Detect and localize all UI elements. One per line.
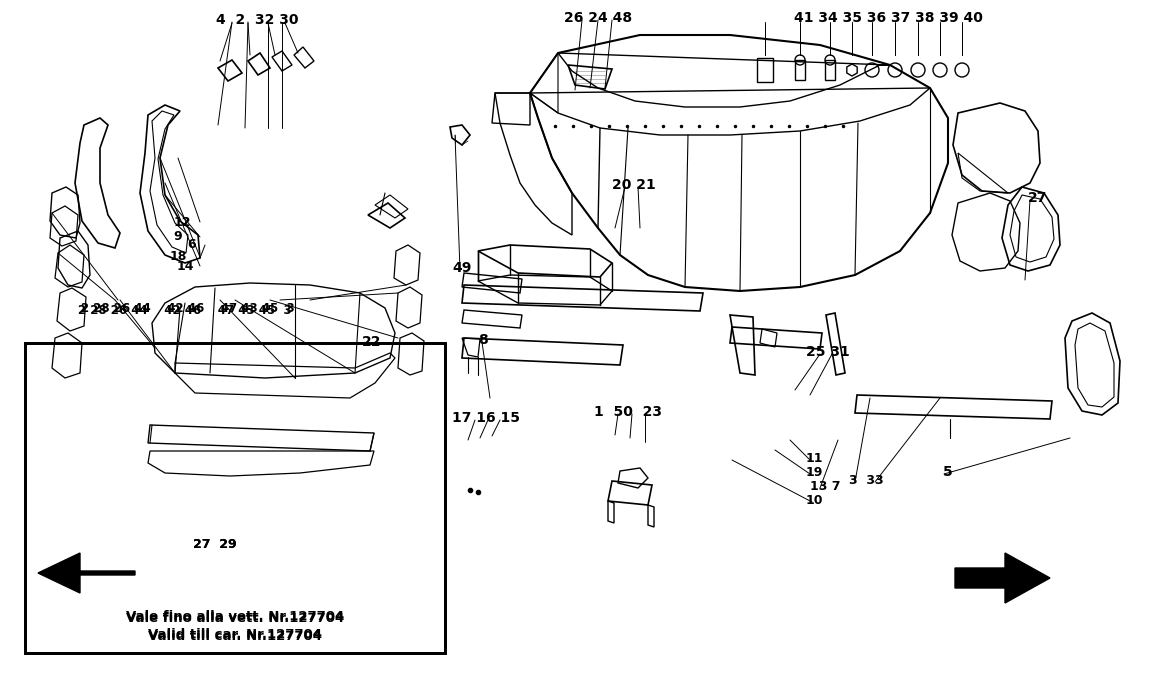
Text: 10: 10 bbox=[805, 494, 822, 507]
Text: 11: 11 bbox=[805, 451, 822, 464]
Text: 26 24 48: 26 24 48 bbox=[564, 11, 632, 25]
Polygon shape bbox=[38, 553, 135, 593]
Text: 27: 27 bbox=[1028, 191, 1048, 205]
Text: 2 28 26 44    42 46    47 43 45  3: 2 28 26 44 42 46 47 43 45 3 bbox=[78, 303, 292, 316]
Text: Valid till car. Nr.127704: Valid till car. Nr.127704 bbox=[148, 630, 322, 643]
Text: 41 34 35 36 37 38 39 40: 41 34 35 36 37 38 39 40 bbox=[793, 11, 982, 25]
Text: Vale fino alla vett. Nr.127704: Vale fino alla vett. Nr.127704 bbox=[125, 611, 344, 624]
Bar bbox=[25, 343, 445, 653]
Text: 27  29: 27 29 bbox=[193, 538, 237, 551]
Text: 6: 6 bbox=[187, 238, 197, 251]
Text: 18: 18 bbox=[169, 251, 186, 264]
Text: 20 21: 20 21 bbox=[612, 178, 656, 192]
Text: 12: 12 bbox=[174, 216, 191, 229]
Text: Valid till car. Nr.127704: Valid till car. Nr.127704 bbox=[148, 628, 322, 641]
Text: 4  2  32 30: 4 2 32 30 bbox=[216, 13, 298, 27]
Text: Vale fino alla vett. Nr.127704: Vale fino alla vett. Nr.127704 bbox=[125, 611, 344, 624]
Bar bbox=[25, 343, 445, 653]
Text: 8: 8 bbox=[478, 333, 488, 347]
Text: 5: 5 bbox=[943, 465, 953, 479]
Text: 1  50  23: 1 50 23 bbox=[595, 405, 662, 419]
Text: 13 7: 13 7 bbox=[810, 479, 841, 492]
Text: 9: 9 bbox=[174, 230, 183, 244]
Text: 49: 49 bbox=[452, 261, 472, 275]
Polygon shape bbox=[954, 553, 1050, 603]
Text: 19: 19 bbox=[805, 466, 822, 479]
Text: 17 16 15: 17 16 15 bbox=[452, 411, 520, 425]
Text: 27  29: 27 29 bbox=[193, 538, 237, 551]
Text: 14: 14 bbox=[176, 260, 193, 273]
Text: 2 28 26 44    42 46    47 43 45  3: 2 28 26 44 42 46 47 43 45 3 bbox=[82, 301, 294, 314]
Text: 22: 22 bbox=[362, 335, 382, 349]
Text: 3  33: 3 33 bbox=[849, 473, 883, 486]
Text: 25 31: 25 31 bbox=[806, 345, 850, 359]
